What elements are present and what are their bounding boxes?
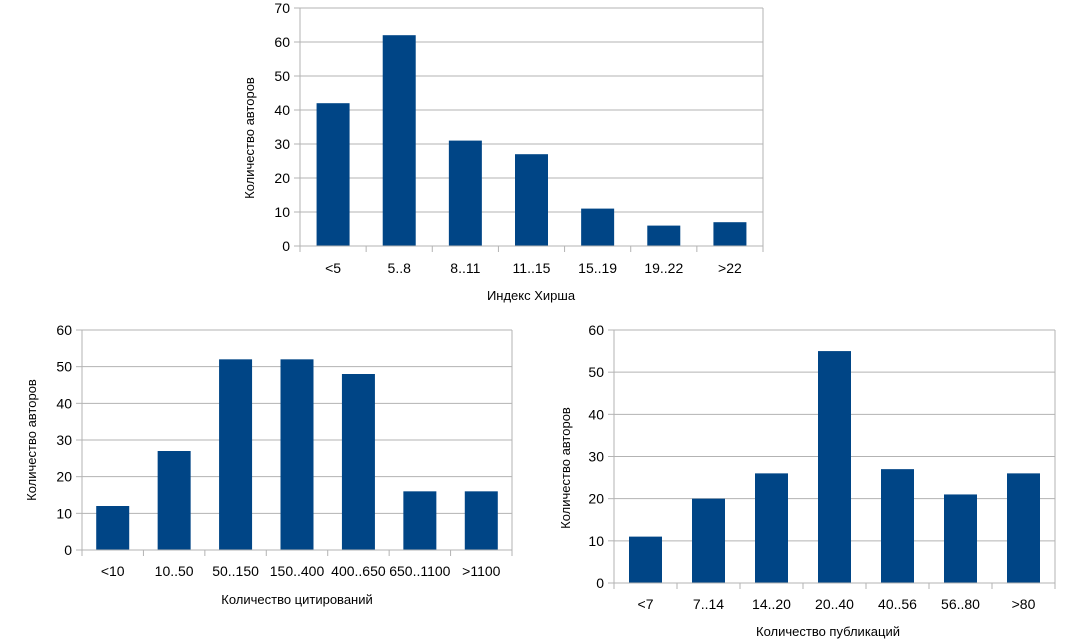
x-tick-label: 40..56	[878, 596, 917, 612]
x-tick-label: <5	[325, 260, 341, 276]
y-tick-label: 20	[56, 469, 72, 485]
bar	[515, 154, 548, 246]
bar	[755, 473, 788, 583]
x-tick-label: >22	[718, 260, 742, 276]
bars	[316, 35, 747, 247]
bar	[581, 208, 615, 246]
x-axis-title: Индекс Хирша	[487, 288, 576, 303]
y-tick-label: 30	[274, 136, 290, 152]
y-tick-labels: 0 10 20 30 40 50 60	[56, 322, 72, 558]
y-axis-title: Количество авторов	[242, 77, 257, 199]
x-tick-label: 11..15	[513, 260, 551, 276]
x-axis-title: Количество публикаций	[756, 624, 900, 639]
x-tick-label: 5..8	[388, 260, 412, 276]
axes	[294, 7, 764, 252]
bar	[692, 498, 725, 583]
y-axis-title: Количество авторов	[24, 379, 39, 501]
y-tick-label: 70	[274, 0, 290, 16]
y-tick-label: 50	[56, 359, 72, 375]
bar	[382, 35, 416, 247]
bar	[713, 222, 747, 246]
y-tick-label: 60	[588, 322, 604, 338]
y-tick-label: 50	[274, 68, 290, 84]
x-tick-label: 7..14	[693, 596, 724, 612]
bar	[881, 469, 914, 583]
x-tick-label: 10..50	[155, 563, 194, 579]
bar	[647, 225, 681, 246]
x-tick-label: 14..20	[752, 596, 791, 612]
y-axis-title: Количество авторов	[558, 407, 573, 529]
y-tick-label: 10	[56, 505, 72, 521]
bar	[1007, 473, 1040, 583]
x-tick-labels: <10 10..50 50..150 150..400 400..650 650..110…	[101, 563, 501, 579]
axes	[76, 329, 513, 556]
x-tick-label: 56..80	[941, 596, 980, 612]
y-tick-label: 10	[274, 204, 290, 220]
x-tick-label: 19..22	[644, 260, 683, 276]
x-tick-label: 150..400	[270, 563, 325, 579]
y-tick-label: 20	[274, 170, 290, 186]
bar	[219, 359, 253, 550]
bar	[403, 491, 437, 550]
y-tick-label: 30	[588, 449, 604, 465]
x-tick-label: 650..1100	[389, 563, 450, 579]
x-tick-label: 8..11	[450, 260, 480, 276]
chart-publications: 0 10 20 30 40 50 60 <7 7..14 14..20 20..40 40..56 5…	[558, 322, 1056, 639]
bar	[341, 374, 375, 550]
y-tick-label: 10	[588, 533, 604, 549]
bars	[629, 351, 1040, 583]
y-tick-label: 40	[588, 406, 604, 422]
x-axis-title: Количество цитирований	[221, 592, 373, 607]
x-tick-label: 15..19	[578, 260, 617, 276]
bar	[96, 506, 130, 550]
x-tick-label: 20..40	[815, 596, 854, 612]
y-tick-label: 0	[64, 542, 72, 558]
y-tick-label: 60	[274, 34, 290, 50]
y-tick-label: 40	[56, 395, 72, 411]
bar	[944, 494, 977, 583]
y-tick-label: 40	[274, 102, 290, 118]
x-tick-labels: <7 7..14 14..20 20..40 40..56 56..80 >80	[638, 596, 1036, 612]
x-tick-label: 400..650	[331, 563, 386, 579]
x-tick-label: <10	[101, 563, 125, 579]
y-tick-label: 20	[588, 491, 604, 507]
bar	[280, 359, 314, 550]
x-tick-label: >80	[1012, 596, 1036, 612]
y-tick-labels: 0 10 20 30 40 50 60 70	[274, 0, 290, 254]
y-tick-label: 0	[282, 238, 290, 254]
bar	[316, 103, 350, 246]
bar	[629, 536, 662, 583]
chart-citations: 0 10 20 30 40 50 60 <10 10..50 50..150 150..400 40…	[24, 322, 513, 607]
y-tick-label: 0	[596, 575, 604, 591]
bar	[157, 451, 191, 550]
x-tick-labels: <5 5..8 8..11 11..15 15..19 19..22 >22	[325, 260, 742, 276]
x-tick-label: 50..150	[212, 563, 259, 579]
chart-hirsch-index: 0 10 20 30 40 50 60 70 <5 5..8 8..11 11..15 15..19 1…	[242, 0, 764, 303]
y-tick-label: 60	[56, 322, 72, 338]
axes	[608, 329, 1056, 589]
y-tick-label: 30	[56, 432, 72, 448]
bars	[96, 359, 498, 550]
y-tick-label: 50	[588, 364, 604, 380]
y-tick-labels: 0 10 20 30 40 50 60	[588, 322, 604, 591]
bar	[818, 351, 851, 583]
x-tick-label: >1100	[462, 563, 500, 579]
bar	[464, 491, 498, 550]
x-tick-label: <7	[638, 596, 654, 612]
bar	[448, 140, 482, 246]
